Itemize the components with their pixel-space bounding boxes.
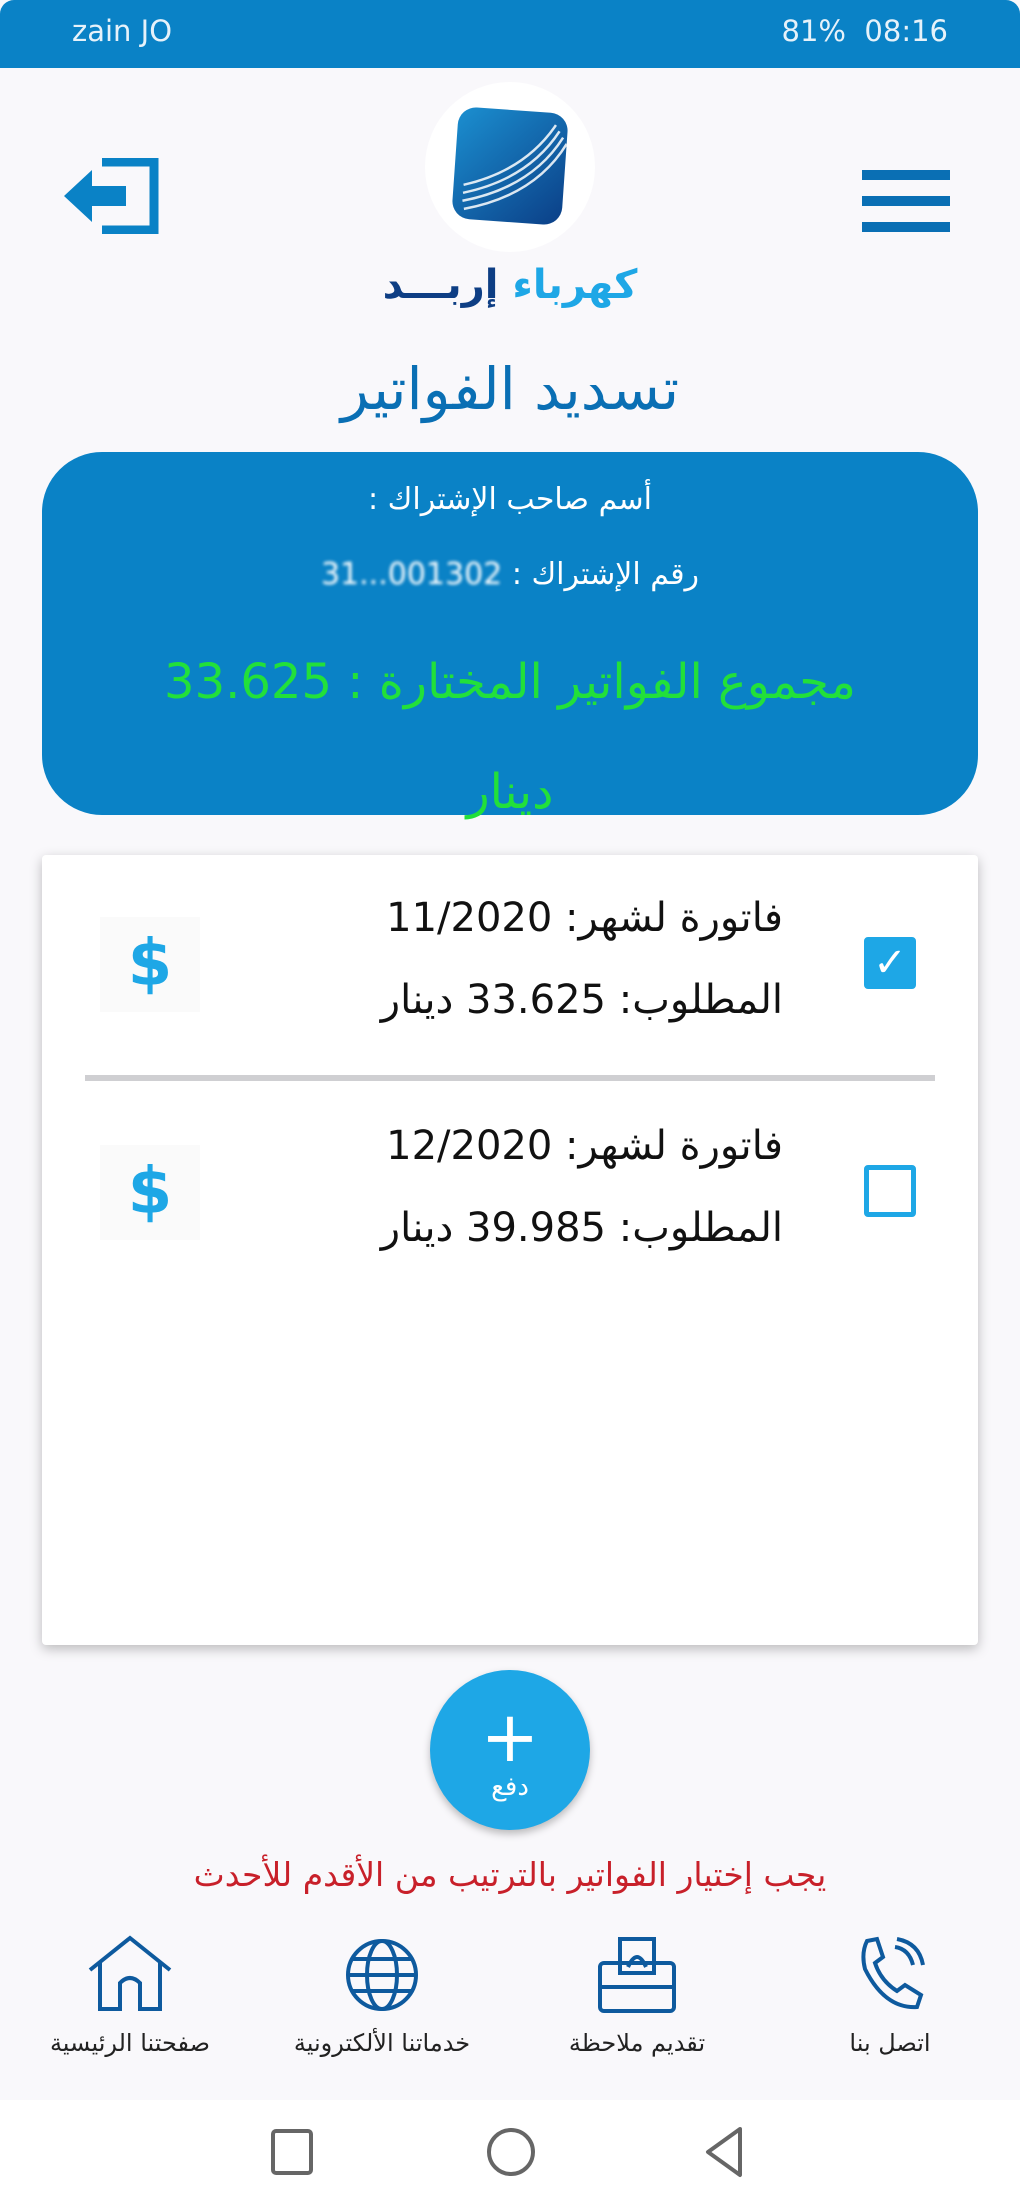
owner-label: أسم صاحب الإشتراك : [367,482,653,517]
back-icon[interactable] [702,2126,746,2178]
nav-eservices[interactable]: خدماتنا الألكترونية [262,1935,502,2057]
battery-level: 81% [781,14,846,48]
subscription-number: 001302...31 [320,557,503,592]
bill-row[interactable]: ✓ فاتورة لشهر: 11/2020 المطلوب: 33.625 د… [42,855,978,1075]
company-logo [425,82,595,252]
bill-checkbox[interactable] [864,1165,916,1217]
subscription-info-card: أسم صاحب الإشتراك : رقم الإشتراك : 00130… [42,452,978,820]
feedback-box-icon [598,1937,676,2013]
order-warning: يجب إختيار الفواتير بالترتيب من الأقدم ل… [193,1855,827,1894]
clock: 08:16 [864,14,948,48]
status-bar: zain JO 81% 08:16 [0,0,1020,68]
nav-home[interactable]: صفحتنا الرئيسية [10,1935,250,2057]
phone-icon [861,1936,925,2010]
divider [85,1075,935,1081]
nav-contact[interactable]: اتصل بنا [770,1935,1010,2057]
brand-name: كهرباء إربـــد [382,262,638,308]
dollar-icon: $ [100,1145,200,1240]
page-title: تسديد الفواتير [340,355,680,423]
globe-icon [346,1939,418,2011]
selected-total: مجموع الفواتير المختارة : 33.625 دينار [164,654,856,820]
recents-icon[interactable] [270,2128,316,2178]
subscription-label: رقم الإشتراك : [511,557,700,592]
pay-button[interactable]: + دفع [430,1670,590,1830]
dollar-icon: $ [100,917,200,1012]
system-nav-bar [0,2100,1020,2205]
plus-icon: + [480,1696,540,1778]
home-icon [88,1935,172,2011]
logout-icon[interactable] [62,157,162,238]
bills-list: ✓ فاتورة لشهر: 11/2020 المطلوب: 33.625 د… [42,855,978,1645]
bill-row[interactable]: فاتورة لشهر: 12/2020 المطلوب: 39.985 دين… [42,1083,978,1303]
menu-icon[interactable] [862,170,950,236]
home-button-icon[interactable] [485,2126,537,2178]
nav-feedback[interactable]: تقديم ملاحظة [517,1935,757,2057]
carrier: zain JO [72,14,173,48]
bill-checkbox[interactable]: ✓ [864,937,916,989]
